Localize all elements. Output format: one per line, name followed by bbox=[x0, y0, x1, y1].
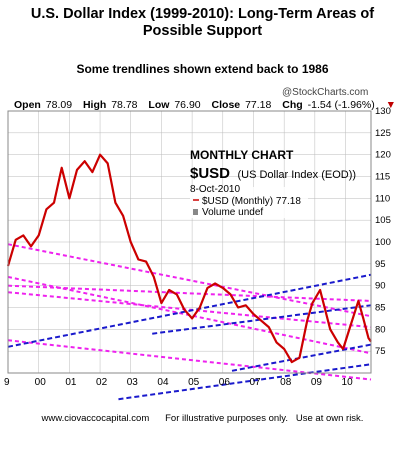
legend-chart-type: MONTHLY CHART bbox=[190, 148, 294, 162]
legend-symbol: $USD bbox=[190, 165, 230, 182]
x-tick-label: 10 bbox=[342, 377, 354, 388]
usd-price-line bbox=[6, 153, 372, 364]
x-tick-label: 05 bbox=[188, 377, 200, 388]
y-tick-label: 85 bbox=[375, 303, 386, 314]
x-tick-label: 9 bbox=[4, 377, 10, 388]
price-stats-bar: Open 78.09 High 78.78 Low 76.90 Close 77… bbox=[14, 99, 396, 111]
title-line-2: Possible Support bbox=[142, 23, 263, 39]
x-tick-label: 02 bbox=[96, 377, 108, 388]
plot-frame bbox=[7, 110, 372, 374]
y-tick-label: 125 bbox=[375, 128, 391, 139]
blue-trendline bbox=[7, 273, 372, 348]
y-axis: 75 80 85 90 95 100 105 110 115 120 125 130 bbox=[375, 106, 391, 357]
legend-symbol-name: (US Dollar Index (EOD)) bbox=[237, 169, 356, 181]
x-tick-label: 00 bbox=[35, 377, 47, 388]
down-arrow-icon: ▼ bbox=[385, 99, 397, 111]
y-tick-label: 115 bbox=[375, 172, 390, 183]
y-tick-label: 120 bbox=[375, 150, 391, 161]
low-value: 76.90 bbox=[174, 99, 201, 111]
x-tick-label: 07 bbox=[249, 377, 261, 388]
y-tick-label: 110 bbox=[375, 193, 390, 204]
x-tick-label: 04 bbox=[157, 377, 169, 388]
legend-box bbox=[190, 187, 308, 218]
chg-value: -1.54 (-1.96%) bbox=[307, 99, 375, 111]
chg-label: Chg bbox=[282, 99, 303, 111]
chart-subtitle: Some trendlines shown extend back to 198… bbox=[76, 62, 329, 76]
y-tick-label: 100 bbox=[375, 237, 391, 248]
legend-volume-swatch bbox=[193, 209, 198, 215]
y-tick-label: 80 bbox=[375, 324, 386, 335]
footer-site: www.ciovaccocapital.com bbox=[41, 413, 150, 424]
price-series bbox=[6, 153, 372, 364]
x-tick-label: 03 bbox=[127, 377, 139, 388]
y-tick-label: 75 bbox=[375, 346, 386, 357]
legend-symbol-line: $USD (US Dollar Index (EOD)) bbox=[190, 165, 356, 182]
x-tick-label: 06 bbox=[219, 377, 231, 388]
support-trendline bbox=[7, 291, 372, 329]
chart-title: U.S. Dollar Index (1999-2010): Long-Term… bbox=[0, 6, 405, 40]
footer: www.ciovaccocapital.com For illustrative… bbox=[0, 413, 405, 424]
close-value: 77.18 bbox=[245, 99, 272, 111]
legend-date: 8-Oct-2010 bbox=[190, 184, 240, 195]
y-tick-label: 90 bbox=[375, 281, 386, 292]
x-tick-label: 08 bbox=[280, 377, 292, 388]
trend-lines bbox=[7, 273, 372, 401]
open-value: 78.09 bbox=[45, 99, 73, 111]
legend-volume-label: Volume undef bbox=[202, 207, 263, 218]
high-value: 78.78 bbox=[111, 99, 138, 111]
blue-trendline bbox=[152, 304, 372, 335]
support-trendline bbox=[7, 339, 372, 381]
y-tick-label: 130 bbox=[375, 106, 391, 117]
footer-disclaimer: For illustrative purposes only. Use at o… bbox=[165, 413, 364, 424]
chart-legend: MONTHLY CHART $USD (US Dollar Index (EOD… bbox=[190, 148, 356, 218]
blue-trendline bbox=[118, 363, 372, 401]
x-axis: 9 00 01 02 03 04 05 06 07 08 09 10 bbox=[4, 377, 353, 388]
support-lines bbox=[7, 243, 372, 381]
low-label: Low bbox=[148, 99, 170, 111]
support-trendline bbox=[7, 284, 372, 302]
y-tick-label: 95 bbox=[375, 259, 386, 270]
open-label: Open bbox=[14, 99, 41, 111]
legend-series-label: $USD (Monthly) 77.18 bbox=[202, 196, 301, 207]
source-label: @StockCharts.com bbox=[282, 87, 369, 98]
close-label: Close bbox=[211, 99, 241, 111]
support-trendline bbox=[7, 243, 372, 318]
y-tick-label: 105 bbox=[375, 215, 391, 226]
x-tick-label: 09 bbox=[311, 377, 323, 388]
high-label: High bbox=[82, 99, 107, 111]
title-line-1: U.S. Dollar Index (1999-2010): Long-Term… bbox=[30, 6, 375, 22]
x-tick-label: 01 bbox=[65, 377, 77, 388]
